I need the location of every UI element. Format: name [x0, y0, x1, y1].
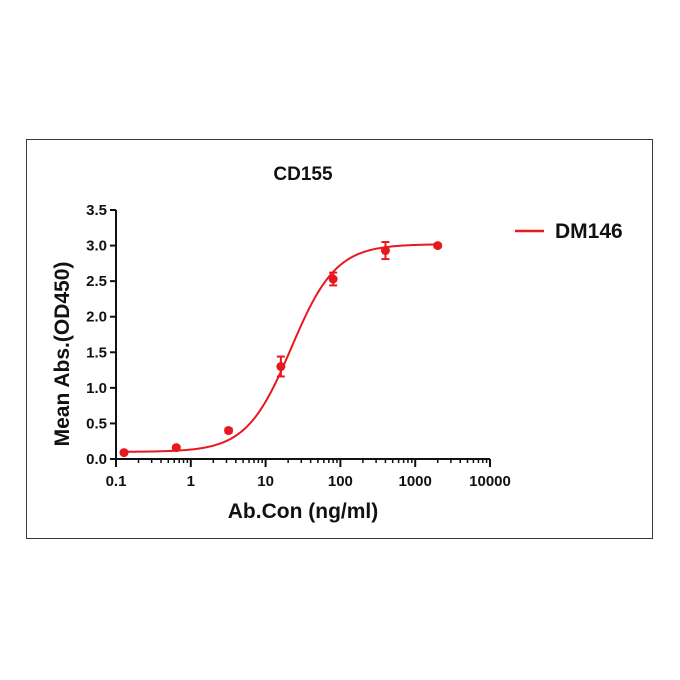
y-tick-label: 0.0 — [86, 451, 107, 468]
fit-curve-dm146 — [124, 243, 438, 453]
x-tick-label: 10000 — [469, 473, 511, 490]
y-tick-label: 2.0 — [86, 309, 107, 326]
x-axis: 0.1 1 10 100 1000 10000 — [106, 458, 511, 490]
legend: DM146 — [515, 220, 623, 243]
x-axis-label: Ab.Con (ng/ml) — [228, 500, 378, 523]
y-tick-label: 2.5 — [86, 273, 107, 290]
x-tick-label: 1000 — [399, 473, 432, 490]
x-tick-label: 0.1 — [106, 473, 127, 490]
plot-area — [119, 241, 443, 458]
data-point — [328, 274, 338, 284]
data-point — [171, 443, 181, 453]
chart-frame: CD155 0.0 0.5 1.0 1.5 2.0 2.5 3.0 3.5 0.1 1 10 100… — [26, 139, 653, 539]
data-point — [433, 241, 443, 251]
x-tick-label: 10 — [257, 473, 274, 490]
y-tick-label: 3.5 — [86, 202, 107, 219]
y-tick-label: 0.5 — [86, 415, 107, 432]
y-tick-label: 1.5 — [86, 344, 107, 361]
chart-title: CD155 — [273, 164, 333, 185]
chart: CD155 0.0 0.5 1.0 1.5 2.0 2.5 3.0 3.5 0.1 1 10 100… — [51, 164, 623, 523]
legend-label-dm146: DM146 — [555, 220, 623, 243]
x-tick-label: 100 — [328, 473, 353, 490]
x-tick-label: 1 — [187, 473, 195, 490]
y-axis-label: Mean Abs.(OD450) — [51, 262, 74, 447]
y-tick-label: 1.0 — [86, 380, 107, 397]
data-point — [119, 448, 129, 458]
data-point — [224, 426, 234, 436]
y-tick-label: 3.0 — [86, 238, 107, 255]
data-point — [380, 246, 390, 256]
y-axis: 0.0 0.5 1.0 1.5 2.0 2.5 3.0 3.5 — [86, 202, 117, 468]
data-point — [276, 362, 286, 372]
